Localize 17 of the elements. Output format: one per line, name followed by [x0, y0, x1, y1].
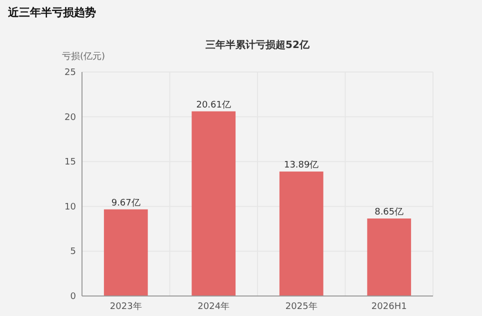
- data-label: 8.65亿: [374, 206, 404, 218]
- y-tick-label: 10: [64, 202, 76, 212]
- chart-subtitle: 三年半累计亏损超52亿: [206, 39, 310, 51]
- data-label: 20.61亿: [196, 99, 232, 110]
- x-tick-label: 2023年: [110, 301, 142, 312]
- x-tick-label: 2026H1: [371, 302, 407, 312]
- y-tick-label: 0: [70, 292, 76, 302]
- y-axis-title: 亏损(亿元): [62, 51, 106, 62]
- x-tick-label: 2025年: [285, 301, 318, 312]
- data-label: 9.67亿: [111, 197, 140, 208]
- x-tick-label: 2024年: [198, 301, 230, 312]
- y-tick-label: 25: [64, 68, 76, 78]
- data-label: 13.89亿: [284, 160, 319, 171]
- y-tick-label: 20: [64, 112, 76, 123]
- y-tick-label: 5: [70, 247, 76, 258]
- y-tick-label: 15: [64, 158, 76, 168]
- chart-title: 近三年半亏损趋势: [7, 6, 96, 19]
